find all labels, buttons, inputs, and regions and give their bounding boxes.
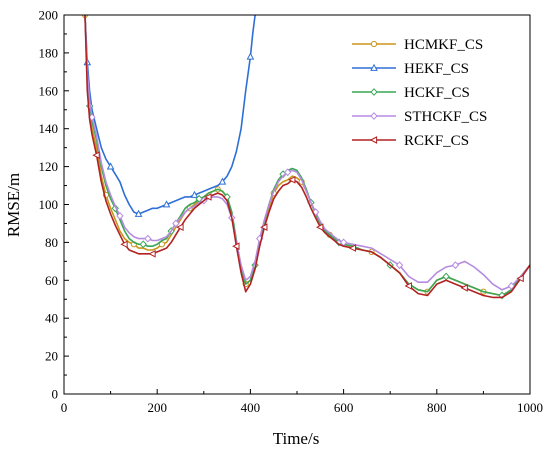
y-tick-label: 40 bbox=[45, 311, 58, 326]
y-tick-label: 20 bbox=[45, 349, 58, 364]
legend-marker bbox=[370, 88, 378, 96]
data-point bbox=[120, 240, 128, 249]
data-point bbox=[116, 211, 124, 220]
y-tick-label: 160 bbox=[39, 83, 59, 98]
legend-marker bbox=[370, 112, 378, 120]
data-point bbox=[404, 282, 412, 290]
data-point bbox=[172, 219, 180, 228]
legend-item: HCKF_CS bbox=[352, 85, 470, 101]
data-point bbox=[507, 282, 516, 290]
data-point bbox=[176, 223, 184, 232]
data-point bbox=[348, 244, 357, 252]
legend-marker bbox=[370, 40, 378, 48]
x-tick-label: 1000 bbox=[517, 400, 543, 415]
x-tick-label: 0 bbox=[61, 400, 68, 415]
x-tick-label: 200 bbox=[147, 400, 167, 415]
series-line bbox=[84, 15, 530, 291]
y-tick-label: 200 bbox=[39, 8, 59, 23]
data-point bbox=[148, 249, 156, 258]
series-sthckf-cs bbox=[84, 15, 530, 291]
legend-marker bbox=[370, 63, 378, 71]
data-point bbox=[204, 193, 212, 201]
series-layer bbox=[81, 15, 530, 300]
y-tick-label: 140 bbox=[39, 121, 59, 136]
x-tick-label: 800 bbox=[427, 400, 447, 415]
data-point bbox=[106, 162, 115, 170]
data-point bbox=[144, 234, 152, 243]
data-point bbox=[460, 284, 468, 292]
data-point bbox=[162, 200, 171, 208]
data-point bbox=[442, 272, 450, 281]
series-hckf-cs bbox=[84, 15, 530, 300]
axes-layer: 0 200 400 600 800 1000 0 20 40 60 80 100 120 140 160 18… bbox=[39, 8, 544, 416]
data-point bbox=[139, 240, 147, 249]
data-point bbox=[283, 168, 292, 177]
series-rckf-cs bbox=[84, 15, 530, 299]
y-tick-label: 60 bbox=[45, 273, 58, 288]
legend-item: RCKF_CS bbox=[352, 133, 469, 149]
data-point bbox=[288, 176, 296, 184]
y-tick-label: 80 bbox=[45, 235, 58, 250]
data-point bbox=[395, 261, 404, 270]
legend-label: HEKF_CS bbox=[404, 61, 469, 77]
data-point bbox=[516, 274, 524, 283]
data-point bbox=[92, 151, 100, 160]
data-point bbox=[190, 190, 199, 198]
x-axis-title: Time/s bbox=[273, 429, 320, 448]
data-point bbox=[158, 241, 165, 248]
legend-label: HCMKF_CS bbox=[404, 37, 483, 53]
legend-item: HEKF_CS bbox=[352, 61, 469, 77]
y-axis-title: RMSE/m bbox=[4, 173, 23, 237]
y-tick-label: 100 bbox=[39, 197, 59, 212]
data-point bbox=[134, 209, 143, 217]
legend-label: STHCKF_CS bbox=[404, 109, 487, 125]
x-tick-label: 400 bbox=[241, 400, 261, 415]
legend-item: STHCKF_CS bbox=[352, 109, 487, 125]
legend-label: HCKF_CS bbox=[404, 85, 470, 101]
y-tick-label: 0 bbox=[52, 387, 59, 402]
y-tick-label: 180 bbox=[39, 45, 59, 60]
data-point bbox=[246, 52, 255, 60]
data-point bbox=[218, 177, 227, 185]
series-line bbox=[84, 15, 256, 215]
legend: HCMKF_CS HEKF_CS HCKF_CS STHCKF_CS RCKF_CS bbox=[352, 37, 487, 149]
y-tick-label: 120 bbox=[39, 159, 59, 174]
data-point bbox=[451, 261, 460, 270]
x-tick-label: 600 bbox=[334, 400, 354, 415]
legend-item: HCMKF_CS bbox=[352, 37, 483, 53]
legend-label: RCKF_CS bbox=[404, 133, 469, 149]
data-point bbox=[232, 242, 240, 251]
series-hekf-cs bbox=[83, 15, 256, 217]
legend-marker bbox=[369, 136, 378, 144]
data-point bbox=[260, 223, 268, 232]
data-point bbox=[316, 223, 324, 232]
